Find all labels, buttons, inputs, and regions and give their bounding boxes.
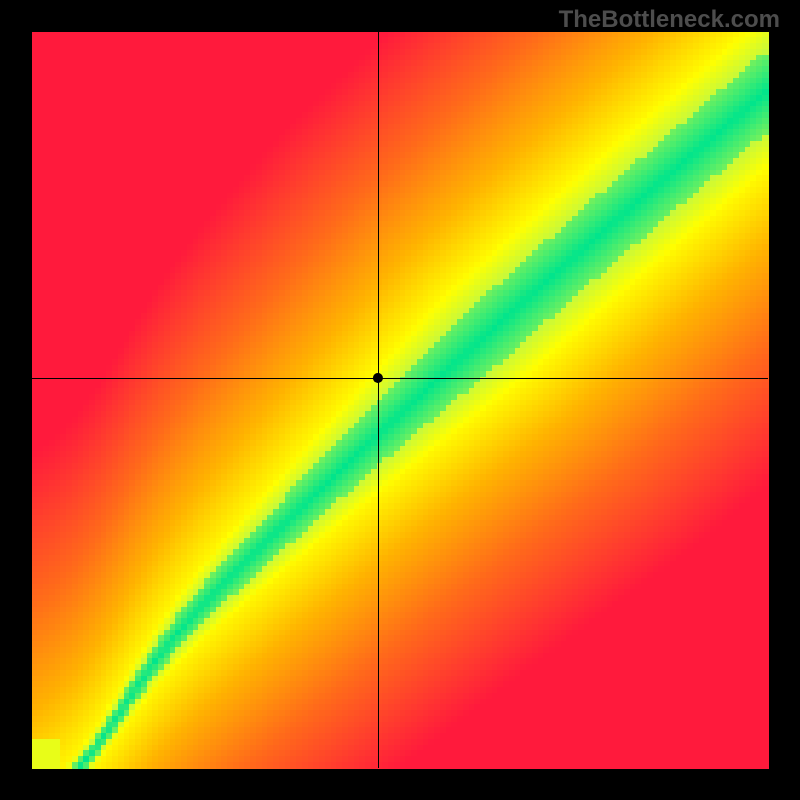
bottleneck-heatmap <box>0 0 800 800</box>
chart-container: TheBottleneck.com <box>0 0 800 800</box>
